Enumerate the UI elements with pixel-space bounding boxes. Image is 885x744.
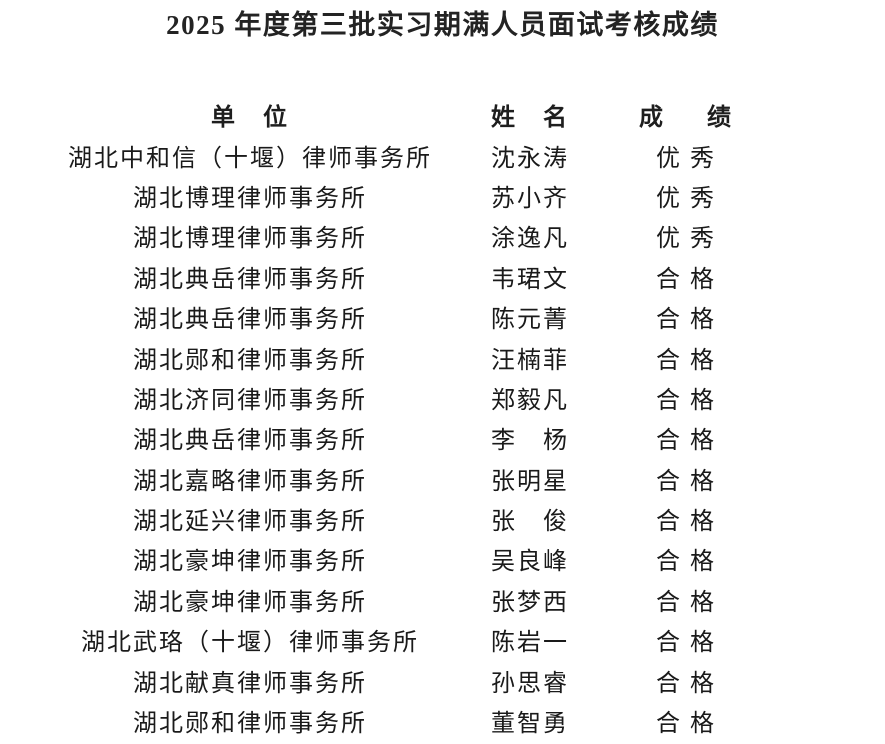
score-cell: 合格 (656, 711, 724, 738)
table-row: 湖北郧和律师事务所 汪楠菲 合格 (0, 340, 885, 380)
table-row: 湖北典岳律师事务所 陈元菁 合格 (0, 300, 885, 340)
unit-cell: 湖北典岳律师事务所 (133, 307, 367, 334)
name-cell: 郑毅凡 (491, 387, 569, 414)
table-row: 湖北豪坤律师事务所 张梦西 合格 (0, 583, 885, 623)
score-cell: 合格 (656, 630, 724, 657)
name-cell: 张明星 (491, 468, 569, 495)
table-row: 湖北济同律师事务所 郑毅凡 合格 (0, 381, 885, 421)
unit-cell: 湖北嘉略律师事务所 (133, 468, 367, 495)
unit-cell: 湖北典岳律师事务所 (133, 266, 367, 293)
name-cell: 李 杨 (491, 428, 569, 455)
unit-cell: 湖北博理律师事务所 (133, 185, 367, 212)
score-cell: 合格 (656, 387, 724, 414)
unit-cell: 湖北郧和律师事务所 (133, 347, 367, 374)
score-cell: 合格 (656, 266, 724, 293)
score-cell: 合格 (656, 468, 724, 495)
score-cell: 合格 (656, 347, 724, 374)
unit-cell: 湖北献真律师事务所 (133, 670, 367, 697)
score-cell: 优秀 (656, 145, 724, 172)
unit-cell: 湖北豪坤律师事务所 (133, 549, 367, 576)
unit-cell: 湖北郧和律师事务所 (133, 711, 367, 738)
name-cell: 董智勇 (491, 711, 569, 738)
table-row: 湖北郧和律师事务所 董智勇 合格 (0, 704, 885, 744)
header-score: 成 绩 (639, 105, 741, 132)
name-cell: 吴良峰 (491, 549, 569, 576)
unit-cell: 湖北博理律师事务所 (133, 226, 367, 253)
score-cell: 合格 (656, 589, 724, 616)
name-cell: 韦珺文 (491, 266, 569, 293)
unit-cell: 湖北典岳律师事务所 (133, 428, 367, 455)
name-cell: 涂逸凡 (491, 226, 569, 253)
table-row: 湖北中和信（十堰）律师事务所 沈永涛 优秀 (0, 138, 885, 178)
name-cell: 汪楠菲 (491, 347, 569, 374)
header-unit: 单 位 (211, 105, 289, 132)
table-row: 湖北博理律师事务所 涂逸凡 优秀 (0, 219, 885, 259)
unit-cell: 湖北武珞（十堰）律师事务所 (81, 630, 419, 657)
name-cell: 沈永涛 (491, 145, 569, 172)
table-row: 湖北武珞（十堰）律师事务所 陈岩一 合格 (0, 623, 885, 663)
score-cell: 优秀 (656, 226, 724, 253)
score-cell: 优秀 (656, 185, 724, 212)
score-cell: 合格 (656, 509, 724, 536)
name-cell: 张梦西 (491, 589, 569, 616)
table-row: 湖北延兴律师事务所 张 俊 合格 (0, 502, 885, 542)
unit-cell: 湖北济同律师事务所 (133, 387, 367, 414)
score-cell: 合格 (656, 549, 724, 576)
table-row: 湖北博理律师事务所 苏小齐 优秀 (0, 179, 885, 219)
table-row: 湖北典岳律师事务所 韦珺文 合格 (0, 260, 885, 300)
table-row: 湖北献真律师事务所 孙思睿 合格 (0, 663, 885, 703)
score-cell: 合格 (656, 428, 724, 455)
table-row: 湖北嘉略律师事务所 张明星 合格 (0, 462, 885, 502)
table-header-row: 单 位 姓 名 成 绩 (0, 98, 885, 138)
results-table: 单 位 姓 名 成 绩 湖北中和信（十堰）律师事务所 沈永涛 优秀 湖北博理律师… (0, 98, 885, 744)
score-cell: 合格 (656, 670, 724, 697)
table-row: 湖北豪坤律师事务所 吴良峰 合格 (0, 542, 885, 582)
name-cell: 张 俊 (491, 509, 569, 536)
score-cell: 合格 (656, 307, 724, 334)
unit-cell: 湖北豪坤律师事务所 (133, 589, 367, 616)
unit-cell: 湖北延兴律师事务所 (133, 509, 367, 536)
unit-cell: 湖北中和信（十堰）律师事务所 (68, 145, 432, 172)
name-cell: 苏小齐 (491, 185, 569, 212)
name-cell: 陈元菁 (491, 307, 569, 334)
name-cell: 陈岩一 (491, 630, 569, 657)
header-name: 姓 名 (491, 105, 569, 132)
name-cell: 孙思睿 (491, 670, 569, 697)
table-row: 湖北典岳律师事务所 李 杨 合格 (0, 421, 885, 461)
page-title: 2025 年度第三批实习期满人员面试考核成绩 (166, 10, 719, 40)
